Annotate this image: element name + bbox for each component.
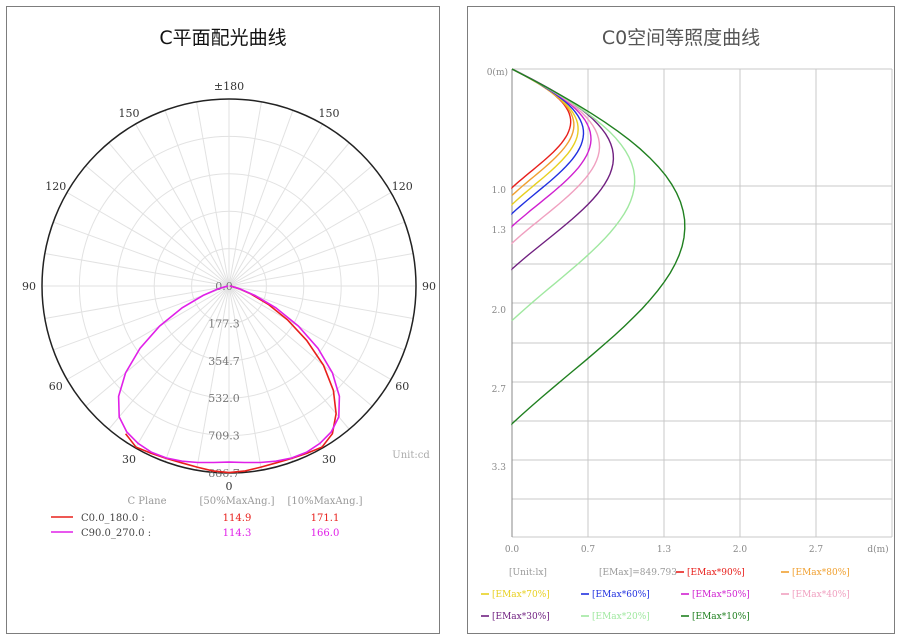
- iso-legend-label: [EMax*10%]: [692, 612, 750, 622]
- polar-grid-spoke: [228, 285, 262, 471]
- polar-legend-half: 114.9: [223, 513, 252, 524]
- polar-angle-label: 120: [45, 180, 66, 193]
- iso-x-tick: 0.0: [505, 545, 520, 555]
- iso-legend-label: [EMax*70%]: [492, 590, 550, 600]
- iso-series-curve: [511, 68, 686, 426]
- polar-angle-label: 90: [22, 280, 36, 293]
- polar-angle-label: 60: [49, 380, 63, 393]
- iso-legend-label: [EMax*80%]: [792, 568, 850, 578]
- polar-grid-spoke: [85, 165, 230, 287]
- polar-legend-tenth: 166.0: [311, 528, 340, 539]
- iso-legend-label: [EMax*90%]: [687, 568, 745, 578]
- iso-y-tick: 2.7: [492, 385, 507, 395]
- iso-legend-label: [EMax*40%]: [792, 590, 850, 600]
- polar-radial-label: 709.3: [208, 430, 240, 443]
- polar-grid-spoke: [108, 285, 230, 430]
- polar-grid-spoke: [108, 142, 230, 287]
- polar-radial-label: 354.7: [208, 355, 240, 368]
- polar-grid-spoke: [228, 285, 350, 430]
- iso-x-tick: 1.3: [657, 545, 672, 555]
- iso-y-tick: 1.3: [492, 226, 507, 236]
- polar-grid-spoke: [196, 101, 230, 287]
- isoline-chart-title: C0空间等照度曲线: [601, 27, 761, 49]
- polar-legend-half: 114.3: [223, 528, 252, 539]
- iso-series-curve: [511, 68, 579, 207]
- polar-grid-spoke: [228, 285, 414, 319]
- polar-chart-title: C平面配光曲线: [159, 27, 287, 49]
- polar-angle-label: 60: [395, 380, 409, 393]
- polar-radial-label: 177.3: [208, 317, 240, 330]
- polar-angle-label: 30: [322, 453, 336, 466]
- polar-grid-spoke: [228, 123, 323, 287]
- iso-x-tick: 2.7: [809, 545, 824, 555]
- polar-legend-header: C Plane: [127, 496, 166, 507]
- polar-legend-header: [10%MaxAng.]: [287, 496, 362, 507]
- polar-grid-spoke: [228, 110, 294, 287]
- polar-grid-spoke: [53, 221, 230, 287]
- iso-x-unit: d(m): [867, 544, 888, 555]
- iso-legend-label: [EMax*30%]: [492, 612, 550, 622]
- polar-grid-spoke: [135, 123, 230, 287]
- iso-legend-label: [EMax*50%]: [692, 590, 750, 600]
- polar-grid-spoke: [164, 110, 230, 287]
- iso-x-tick: 2.0: [733, 545, 748, 555]
- iso-y-tick: 1.0: [492, 186, 507, 196]
- isoline-chart: 0(m) 1.0 1.3 2.0 2.7 3.3 0.0 0.7 1.3 2.0 2.7 d(m) [U…: [481, 67, 893, 622]
- polar-legend-plane: C0.0_180.0 :: [81, 513, 145, 524]
- iso-y-tick: 3.3: [492, 463, 507, 473]
- polar-grid-spoke: [228, 192, 392, 287]
- polar-unit-label: Unit:cd: [392, 450, 430, 461]
- polar-radial-label: 532.0: [208, 392, 240, 405]
- iso-series-curve: [511, 68, 636, 322]
- polar-grid-spoke: [85, 285, 230, 407]
- polar-legend-plane: C90.0_270.0 :: [81, 528, 151, 539]
- polar-grid-spoke: [44, 285, 230, 319]
- iso-series-curve: [511, 68, 575, 196]
- polar-legend-header: [50%MaxAng.]: [199, 496, 274, 507]
- polar-grid-spoke: [66, 192, 230, 287]
- polar-grid-spoke: [228, 253, 414, 287]
- polar-radial-label: 886.7: [208, 467, 240, 480]
- polar-grid-spoke: [228, 221, 405, 287]
- polar-grid-spoke: [228, 285, 373, 407]
- polar-grid-spoke: [164, 285, 230, 462]
- iso-unit-label: [Unit:lx]: [509, 568, 547, 578]
- polar-grid-spoke: [196, 285, 230, 471]
- polar-angle-label: 150: [319, 107, 340, 120]
- polar-grid-spoke: [66, 285, 230, 380]
- polar-grid-spoke: [228, 285, 392, 380]
- iso-legend-label: [EMax*20%]: [592, 612, 650, 622]
- iso-x-tick: 0.7: [581, 545, 596, 555]
- iso-legend-label: [EMax*60%]: [592, 590, 650, 600]
- polar-grid-spoke: [228, 285, 294, 462]
- iso-emax-label: [EMax]=849.793: [599, 568, 677, 578]
- polar-chart-panel: C平面配光曲线 ±180 150 120 90 60 30 0 30 60 90 120 150 0.0…: [6, 6, 440, 634]
- iso-y-origin-label: 0(m): [487, 67, 508, 78]
- polar-grid-spoke: [44, 253, 230, 287]
- polar-grid-spoke: [135, 285, 230, 449]
- isoline-chart-panel: C0空间等照度曲线 0(m) 1.0 1.3 2.0 2.7 3.3 0.0 0.7 1.3 2.…: [467, 6, 895, 634]
- polar-angle-label: 120: [392, 180, 413, 193]
- polar-grid-spoke: [228, 142, 350, 287]
- polar-legend-tenth: 171.1: [311, 513, 340, 524]
- polar-angle-label: 30: [122, 453, 136, 466]
- polar-angle-label: 90: [422, 280, 436, 293]
- polar-angle-label: 150: [119, 107, 140, 120]
- iso-y-tick: 2.0: [492, 306, 507, 316]
- polar-angle-label: ±180: [214, 80, 244, 93]
- polar-chart: ±18015012090603003060901201500.0177.3354…: [22, 80, 436, 539]
- polar-grid-spoke: [228, 165, 373, 287]
- polar-grid-spoke: [228, 101, 262, 287]
- polar-series-C90.0_270.0: [117, 285, 341, 464]
- polar-grid-spoke: [228, 285, 323, 449]
- polar-angle-label: 0: [226, 480, 233, 493]
